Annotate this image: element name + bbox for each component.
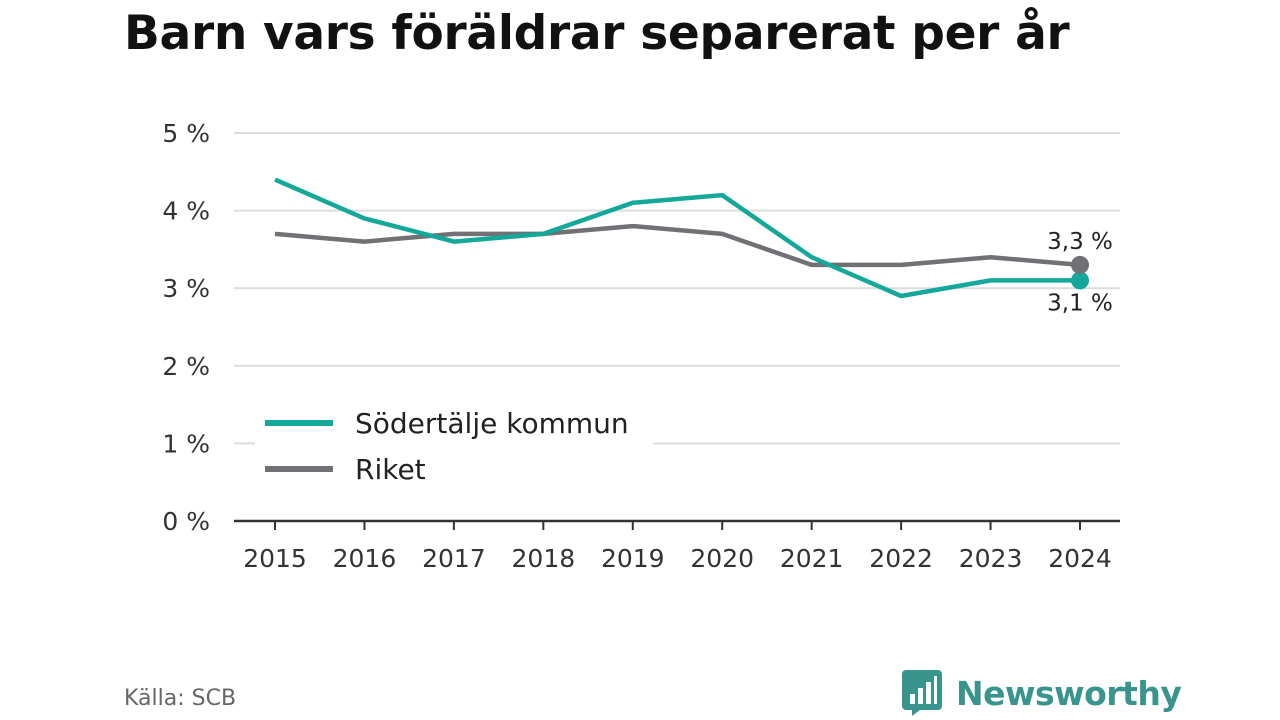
- y-tick-label: 5 %: [162, 119, 210, 148]
- legend-label: Riket: [355, 453, 426, 486]
- bar-chart-logo-icon: [902, 670, 942, 716]
- x-tick-label: 2024: [1048, 544, 1112, 573]
- y-tick-label: 3 %: [162, 274, 210, 303]
- source-note: Källa: SCB: [124, 686, 237, 711]
- x-tick-label: 2016: [333, 544, 397, 573]
- x-tick-label: 2015: [243, 544, 307, 573]
- x-tick-label: 2021: [780, 544, 844, 573]
- brand-name: Newsworthy: [956, 673, 1182, 713]
- y-tick-label: 2 %: [162, 352, 210, 381]
- series-line: [274, 223, 1081, 268]
- x-tick-label: 2019: [601, 544, 665, 573]
- series-end-marker: [1071, 271, 1089, 290]
- y-tick-label: 0 %: [162, 507, 210, 536]
- legend-label: Södertälje kommun: [355, 407, 629, 440]
- series-end-label: 3,3 %: [1047, 229, 1113, 255]
- legend-box: [255, 400, 653, 495]
- y-tick-label: 4 %: [162, 197, 210, 226]
- chart-title: Barn vars föräldrar separerat per år: [124, 6, 1070, 61]
- series-line: [274, 177, 1080, 299]
- x-tick-label: 2018: [512, 544, 576, 573]
- brand-logo: Newsworthy: [902, 670, 1182, 716]
- x-tick-label: 2023: [959, 544, 1023, 573]
- x-tick-label: 2017: [422, 544, 486, 573]
- y-tick-label: 1 %: [162, 429, 210, 458]
- series-end-label: 3,1 %: [1047, 290, 1113, 316]
- x-tick-label: 2022: [869, 544, 933, 573]
- series-end-marker: [1071, 255, 1089, 274]
- x-tick-label: 2020: [690, 544, 754, 573]
